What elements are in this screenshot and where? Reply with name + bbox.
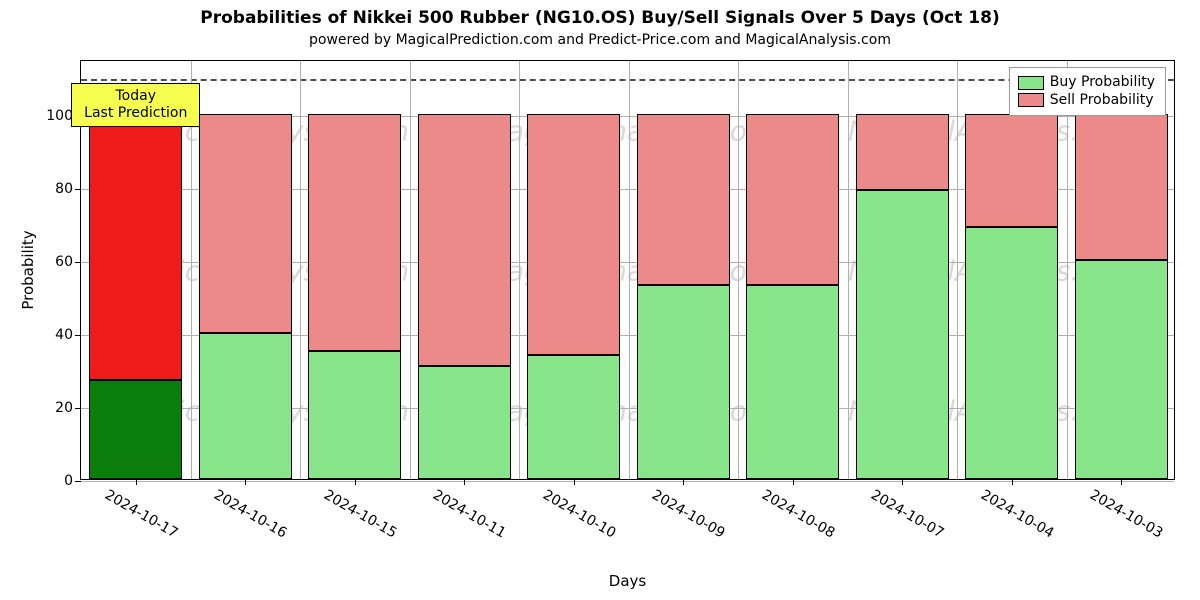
xtick-mark (136, 479, 137, 485)
bar-buy (89, 380, 182, 479)
bar-sell (418, 114, 511, 366)
bar-sell (746, 114, 839, 286)
gridline-vertical (738, 61, 739, 479)
bar-sell (89, 114, 182, 381)
legend-item-sell: Sell Probability (1018, 92, 1155, 110)
x-axis-label: Days (609, 572, 646, 590)
gridline-vertical (1067, 61, 1068, 479)
bar-group (418, 59, 511, 479)
chart-wrapper: Probabilities of Nikkei 500 Rubber (NG10… (0, 0, 1200, 600)
xtick-label: 2024-10-10 (540, 487, 618, 542)
xtick-mark (1012, 479, 1013, 485)
gridline-vertical (629, 61, 630, 479)
bar-sell (527, 114, 620, 355)
gridline-vertical (519, 61, 520, 479)
legend-item-buy: Buy Probability (1018, 74, 1155, 92)
xtick-label: 2024-10-04 (978, 487, 1056, 542)
bar-group (199, 59, 292, 479)
annotation-line-2: Last Prediction (82, 105, 189, 122)
bar-group (527, 59, 620, 479)
bar-group (965, 59, 1058, 479)
xtick-mark (1121, 479, 1122, 485)
bar-buy (199, 333, 292, 479)
bar-sell (965, 114, 1058, 227)
legend-swatch-buy (1018, 76, 1044, 90)
ytick-label: 80 (55, 181, 81, 197)
xtick-mark (245, 479, 246, 485)
xtick-label: 2024-10-09 (649, 487, 727, 542)
bar-group (637, 59, 730, 479)
xtick-label: 2024-10-03 (1087, 487, 1165, 542)
chart-subtitle: powered by MagicalPrediction.com and Pre… (0, 32, 1200, 48)
gridline-vertical (957, 61, 958, 479)
legend: Buy Probability Sell Probability (1009, 67, 1166, 116)
ytick-label: 0 (64, 473, 81, 489)
bar-buy (418, 366, 511, 479)
bar-group (1075, 59, 1168, 479)
gridline-vertical (300, 61, 301, 479)
xtick-mark (683, 479, 684, 485)
bar-sell (1075, 114, 1168, 260)
xtick-label: 2024-10-07 (868, 487, 946, 542)
bar-sell (637, 114, 730, 286)
bar-sell (199, 114, 292, 333)
xtick-mark (355, 479, 356, 485)
bar-buy (637, 285, 730, 479)
bar-group (746, 59, 839, 479)
bar-sell (308, 114, 401, 351)
bar-buy (527, 355, 620, 479)
bar-buy (746, 285, 839, 479)
ytick-label: 20 (55, 400, 81, 416)
bar-group (308, 59, 401, 479)
annotation-line-1: Today (82, 88, 189, 105)
ytick-label: 60 (55, 254, 81, 270)
xtick-mark (902, 479, 903, 485)
xtick-label: 2024-10-11 (430, 487, 508, 542)
plot-area: Buy Probability Sell Probability Today L… (80, 60, 1175, 480)
chart-title: Probabilities of Nikkei 500 Rubber (NG10… (0, 8, 1200, 28)
bar-buy (965, 227, 1058, 479)
ytick-label: 40 (55, 327, 81, 343)
gridline-vertical (410, 61, 411, 479)
xtick-mark (793, 479, 794, 485)
xtick-label: 2024-10-15 (321, 487, 399, 542)
bar-buy (308, 351, 401, 479)
bar-sell (856, 114, 949, 191)
xtick-label: 2024-10-16 (211, 487, 289, 542)
xtick-mark (464, 479, 465, 485)
legend-label-sell: Sell Probability (1050, 92, 1154, 110)
y-axis-label: Probability (19, 230, 37, 309)
bar-buy (1075, 260, 1168, 479)
bar-group (856, 59, 949, 479)
xtick-mark (574, 479, 575, 485)
legend-label-buy: Buy Probability (1050, 74, 1155, 92)
xtick-label: 2024-10-17 (102, 487, 180, 542)
xtick-label: 2024-10-08 (759, 487, 837, 542)
legend-swatch-sell (1018, 93, 1044, 107)
gridline-vertical (848, 61, 849, 479)
bar-buy (856, 190, 949, 479)
today-annotation: Today Last Prediction (71, 83, 200, 127)
